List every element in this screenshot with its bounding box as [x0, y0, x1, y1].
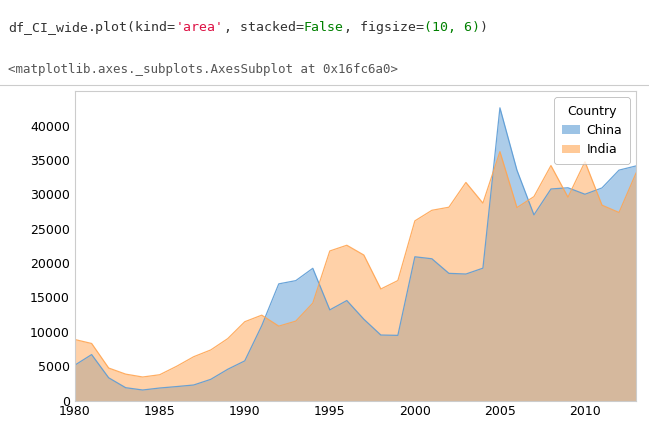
Text: , figsize=: , figsize= [344, 21, 424, 34]
Text: , stacked=: , stacked= [224, 21, 304, 34]
Text: 'area': 'area' [176, 21, 224, 34]
Text: df_CI_wide: df_CI_wide [8, 21, 88, 34]
Text: <matplotlib.axes._subplots.AxesSubplot at 0x16fc6a0>: <matplotlib.axes._subplots.AxesSubplot a… [8, 63, 398, 76]
Text: ): ) [480, 21, 488, 34]
Text: (10, 6): (10, 6) [424, 21, 480, 34]
Text: False: False [304, 21, 344, 34]
Text: .plot(kind=: .plot(kind= [88, 21, 176, 34]
Legend: China, India: China, India [554, 97, 630, 164]
